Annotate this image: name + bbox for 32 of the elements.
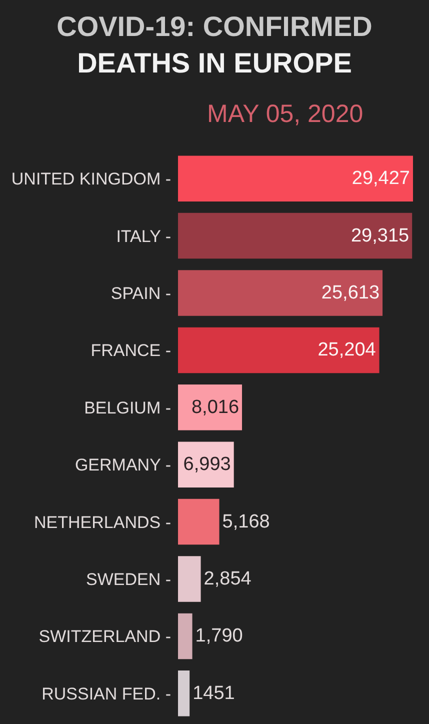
- data-label: 2,854: [204, 568, 252, 590]
- y-tick-label: GERMANY -: [74, 456, 171, 475]
- y-tick-label: SWEDEN -: [86, 570, 171, 589]
- chart-title: COVID-19: CONFIRMED DEATHS IN EUROPE: [56, 11, 372, 79]
- y-tick-label: BELGIUM -: [84, 398, 171, 418]
- data-label: 25,204: [318, 340, 376, 361]
- y-tick-label: ITALY -: [116, 226, 171, 246]
- bar: [178, 212, 412, 259]
- data-label: 29,427: [352, 168, 410, 190]
- data-label: 29,315: [350, 225, 410, 246]
- bar: [178, 384, 242, 430]
- data-label: 8,016: [191, 396, 240, 418]
- y-tick-label: SWITZERLAND -: [38, 627, 171, 646]
- y-tick-label: RUSSIAN FED. -: [42, 684, 171, 704]
- bar: [178, 327, 380, 374]
- data-label: 1,790: [195, 626, 243, 647]
- chart-subtitle: MAY 05, 2020: [207, 100, 364, 128]
- bar: [178, 670, 190, 716]
- bar: [178, 556, 201, 602]
- bar: [178, 498, 220, 545]
- data-label: 6,993: [183, 454, 231, 476]
- y-tick-label: NETHERLANDS -: [34, 512, 171, 532]
- bar: [178, 156, 413, 202]
- bar: [178, 442, 234, 488]
- y-tick-label: UNITED KINGDOM -: [11, 170, 171, 189]
- data-label: 1451: [192, 682, 235, 704]
- data-label: 25,613: [321, 282, 380, 304]
- y-tick-label: SPAIN -: [110, 284, 171, 303]
- data-label: 5,168: [222, 511, 270, 532]
- bar: [178, 613, 192, 660]
- bar: [178, 270, 383, 316]
- y-tick-label: FRANCE -: [90, 341, 171, 360]
